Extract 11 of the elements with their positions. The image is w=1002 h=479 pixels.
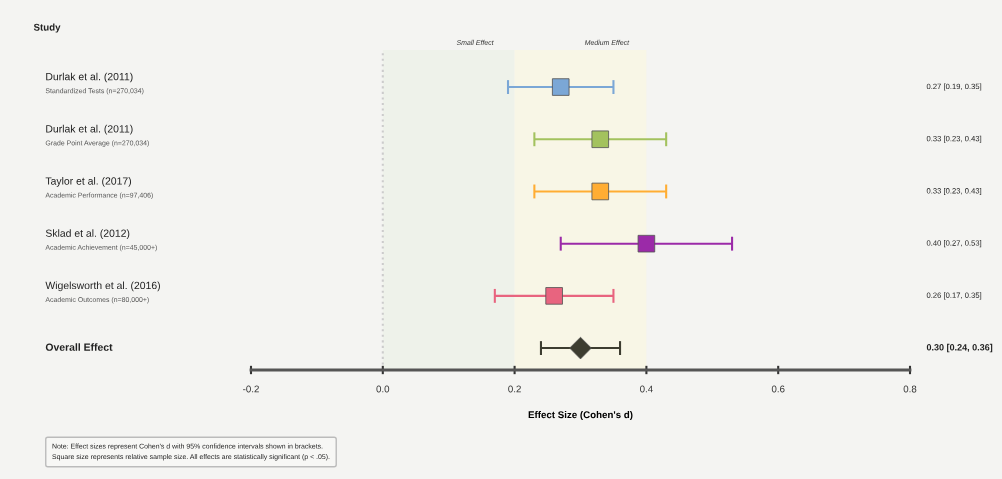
x-tick-label: 0.2 [508,385,521,393]
x-tick-label: 0.8 [903,385,917,393]
x-tick-label: 0.6 [771,385,785,393]
text: 0.30 [0.24, 0.36] [926,343,993,353]
y-axis-title: Study [33,23,61,33]
y-tick-label: Overall Effect [45,343,113,351]
x-axis-title: Effect Size (Cohen's d) [528,411,633,421]
point [637,234,656,253]
x-tick-label: -0.2 [243,385,259,393]
x-tick-label: 0.4 [640,385,653,393]
x-tick-label: 0.0 [376,385,390,393]
